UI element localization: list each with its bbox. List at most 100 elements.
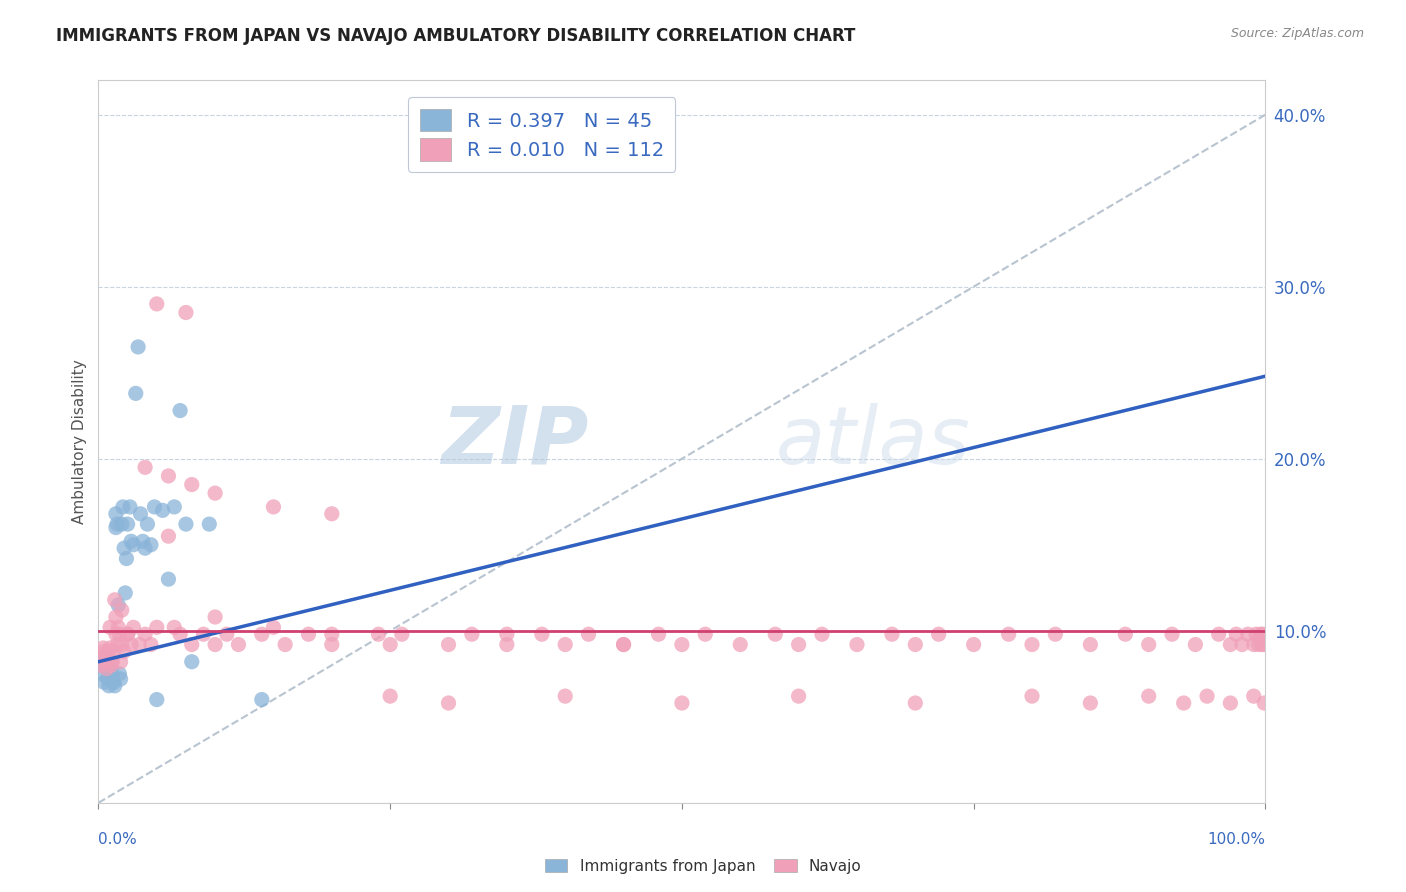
Point (180, 638, 202, 652)
Point (90, 649, 112, 664)
Point (1137, 689, 1160, 703)
Point (120, 534, 142, 549)
Point (132, 534, 155, 549)
Point (104, 520, 127, 534)
Point (118, 500, 141, 514)
Point (297, 627, 319, 641)
Text: 100.0%: 100.0% (1208, 831, 1265, 847)
Point (1251, 638, 1274, 652)
Point (613, 638, 636, 652)
Point (111, 603, 134, 617)
Point (1225, 627, 1247, 641)
Point (1045, 627, 1067, 641)
Point (120, 638, 142, 652)
Point (1137, 638, 1160, 652)
Point (115, 551, 138, 566)
Point (846, 638, 869, 652)
Point (90, 658, 112, 673)
Point (204, 610, 226, 624)
Legend: R = 0.397   N = 45, R = 0.010   N = 112: R = 0.397 N = 45, R = 0.010 N = 112 (408, 97, 675, 172)
Point (904, 696, 927, 710)
Point (763, 627, 786, 641)
Legend: Immigrants from Japan, Navajo: Immigrants from Japan, Navajo (538, 853, 868, 880)
Point (97, 649, 120, 664)
Point (437, 638, 460, 652)
Point (1021, 689, 1043, 703)
Point (554, 638, 576, 652)
Point (107, 620, 129, 634)
Point (94, 655, 117, 669)
Point (139, 638, 162, 652)
Point (104, 610, 127, 624)
Point (1250, 627, 1272, 641)
Text: IMMIGRANTS FROM JAPAN VS NAVAJO AMBULATORY DISABILITY CORRELATION CHART: IMMIGRANTS FROM JAPAN VS NAVAJO AMBULATO… (56, 27, 856, 45)
Point (143, 500, 166, 514)
Point (671, 638, 693, 652)
Text: atlas: atlas (775, 402, 970, 481)
Point (111, 500, 134, 514)
Point (1219, 696, 1241, 710)
Point (122, 538, 145, 552)
Point (437, 696, 460, 710)
Point (97, 679, 120, 693)
Point (104, 679, 127, 693)
Point (1173, 696, 1195, 710)
Point (111, 638, 134, 652)
Point (1247, 638, 1270, 652)
Point (1219, 638, 1241, 652)
Point (127, 340, 149, 354)
Point (1230, 638, 1253, 652)
Point (367, 627, 389, 641)
Point (111, 517, 134, 532)
Point (647, 627, 669, 641)
Text: Source: ZipAtlas.com: Source: ZipAtlas.com (1230, 27, 1364, 40)
Point (93, 644, 115, 658)
Point (215, 627, 238, 641)
Point (134, 460, 156, 475)
Point (139, 538, 162, 552)
Point (391, 627, 413, 641)
Point (193, 627, 215, 641)
Point (1114, 627, 1136, 641)
Point (105, 517, 128, 532)
Point (90, 666, 112, 681)
Point (1080, 696, 1102, 710)
Point (811, 627, 834, 641)
Point (91, 658, 114, 673)
Point (117, 517, 139, 532)
Point (1080, 638, 1102, 652)
Point (152, 503, 174, 517)
Point (114, 586, 136, 600)
Point (112, 541, 135, 556)
Point (1253, 638, 1275, 652)
Point (174, 517, 197, 532)
Point (98, 658, 121, 673)
Point (496, 638, 519, 652)
Point (880, 627, 903, 641)
Point (1243, 689, 1265, 703)
Point (530, 627, 553, 641)
Point (104, 592, 127, 607)
Point (157, 469, 180, 483)
Point (136, 517, 159, 532)
Point (250, 692, 273, 706)
Point (997, 627, 1019, 641)
Point (1244, 627, 1267, 641)
Point (122, 620, 145, 634)
Point (103, 644, 125, 658)
Point (695, 627, 717, 641)
Text: ZIP: ZIP (441, 402, 589, 481)
Point (380, 638, 402, 652)
Point (108, 627, 131, 641)
Point (96, 662, 118, 676)
Point (117, 627, 139, 641)
Point (97, 644, 120, 658)
Point (134, 627, 156, 641)
Point (380, 689, 402, 703)
Point (321, 638, 343, 652)
Point (101, 666, 124, 681)
Point (112, 644, 135, 658)
Point (198, 517, 221, 532)
Point (163, 620, 186, 634)
Point (204, 638, 226, 652)
